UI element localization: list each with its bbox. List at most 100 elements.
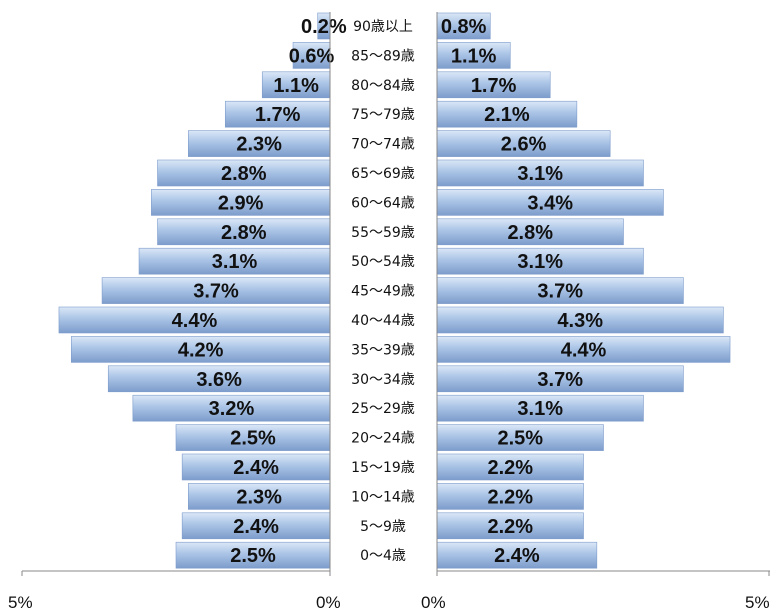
age-group-label: 40～44歳 — [351, 313, 415, 329]
right-bar — [436, 365, 684, 393]
right-tick-label: 0% — [421, 593, 446, 612]
right-bar-label: 2.1% — [484, 104, 530, 126]
right-bar-label: 1.7% — [471, 75, 517, 97]
right-bar-label: 1.1% — [451, 45, 497, 67]
left-bar — [175, 541, 331, 569]
age-group-label: 15～19歳 — [351, 460, 415, 476]
right-bar — [436, 306, 724, 334]
left-bars: 0.2% 0.6% 1.1% 1.7% 2.3% 2.8% 2.9% 2.8% 3.1% 3.7%… — [58, 12, 347, 569]
left-bar — [157, 218, 331, 246]
left-bar-label: 2.8% — [221, 163, 267, 185]
age-group-label: 5～9歳 — [360, 519, 406, 535]
right-bar — [436, 71, 551, 99]
left-bar-label: 2.4% — [233, 457, 279, 479]
left-bar — [70, 336, 331, 363]
left-bar — [107, 365, 331, 393]
right-bar — [436, 424, 604, 451]
age-group-label: 30～34歳 — [351, 372, 415, 388]
left-bar-label: 3.2% — [209, 398, 255, 420]
right-bar — [436, 218, 624, 246]
right-tick-label: 5% — [745, 593, 770, 612]
age-labels: 90歳以上 85～89歳 80～84歳 75～79歳 70～74歳 65～69歳 60～64… — [351, 19, 415, 564]
right-bar-label: 4.3% — [557, 310, 603, 332]
left-bar — [151, 189, 331, 216]
left-bar-label: 3.7% — [193, 281, 239, 303]
right-bar-label: 2.6% — [501, 134, 547, 156]
left-bar-label: 4.4% — [172, 310, 218, 332]
right-bar — [436, 247, 644, 275]
left-bar — [292, 42, 331, 69]
right-bar — [436, 336, 731, 363]
axes: 5% 0% 0% 5% — [8, 12, 770, 612]
right-bar-label: 0.8% — [441, 16, 487, 38]
left-bar — [101, 277, 331, 304]
left-bar — [188, 483, 331, 510]
left-bar — [188, 130, 331, 157]
age-group-label: 0～4歳 — [360, 548, 406, 564]
age-group-label: 65～69歳 — [351, 166, 415, 182]
right-bars: 0.8% 1.1% 1.7% 2.1% 2.6% 3.1% 3.4% 2.8% 3.1% 3.7%… — [436, 12, 731, 569]
right-bar-label: 2.2% — [487, 516, 533, 538]
left-bar-label: 2.8% — [221, 222, 267, 244]
right-bar-label: 3.1% — [517, 163, 563, 185]
left-bar-label: 0.2% — [301, 16, 347, 38]
left-bar — [58, 306, 331, 334]
right-bar — [436, 483, 584, 510]
left-bar-label: 3.6% — [196, 369, 242, 391]
left-bar — [132, 394, 331, 422]
left-bar-label: 2.3% — [236, 134, 282, 156]
right-bar — [436, 130, 611, 157]
right-bar-label: 3.1% — [517, 251, 563, 273]
right-bar-label: 2.2% — [487, 486, 533, 508]
age-group-label: 50～54歳 — [351, 254, 415, 270]
age-group-label: 20～24歳 — [351, 431, 415, 447]
age-group-label: 25～29歳 — [351, 401, 415, 417]
age-group-label: 90歳以上 — [353, 19, 413, 35]
left-bar — [175, 424, 331, 451]
age-group-label: 75～79歳 — [351, 107, 415, 123]
left-bar-label: 2.9% — [218, 192, 264, 214]
left-tick-label: 5% — [8, 593, 33, 612]
right-bar — [436, 159, 644, 187]
left-bar-label: 1.7% — [255, 104, 301, 126]
right-bar-label: 4.4% — [561, 339, 607, 361]
right-bar — [436, 189, 664, 216]
left-bar-label: 2.3% — [236, 486, 282, 508]
left-bar-label: 2.4% — [233, 516, 279, 538]
right-bar — [436, 453, 584, 481]
left-bar — [138, 247, 331, 275]
left-bar — [181, 453, 331, 481]
right-bar — [436, 100, 578, 128]
left-bar — [181, 512, 331, 540]
age-group-label: 10～14歳 — [351, 489, 415, 505]
right-bar — [436, 512, 584, 540]
right-bar-label: 3.4% — [527, 192, 573, 214]
right-bar-label: 2.8% — [507, 222, 553, 244]
right-bar-label: 3.1% — [517, 398, 563, 420]
left-tick-label: 0% — [316, 593, 341, 612]
left-bar-label: 2.5% — [230, 428, 276, 450]
age-group-label: 55～59歳 — [351, 225, 415, 241]
age-group-label: 45～49歳 — [351, 284, 415, 300]
left-bar — [261, 71, 331, 99]
right-bar-label: 3.7% — [537, 369, 583, 391]
right-bar-label: 3.7% — [537, 281, 583, 303]
left-bar-label: 2.5% — [230, 545, 276, 567]
age-group-label: 60～64歳 — [351, 195, 415, 211]
left-bar-label: 4.2% — [178, 339, 224, 361]
right-bar-label: 2.2% — [487, 457, 533, 479]
left-bar-label: 1.1% — [273, 75, 319, 97]
right-bar — [436, 394, 644, 422]
left-bar-label: 3.1% — [212, 251, 258, 273]
age-group-label: 80～84歳 — [351, 78, 415, 94]
right-bar-label: 2.5% — [497, 428, 543, 450]
left-bar — [224, 100, 331, 128]
right-bar — [436, 42, 511, 69]
right-bar — [436, 541, 598, 569]
age-group-label: 35～39歳 — [351, 342, 415, 358]
left-bar-label: 0.6% — [289, 45, 335, 67]
age-group-label: 70～74歳 — [351, 137, 415, 153]
right-bar-label: 2.4% — [494, 545, 540, 567]
left-bar — [157, 159, 331, 187]
